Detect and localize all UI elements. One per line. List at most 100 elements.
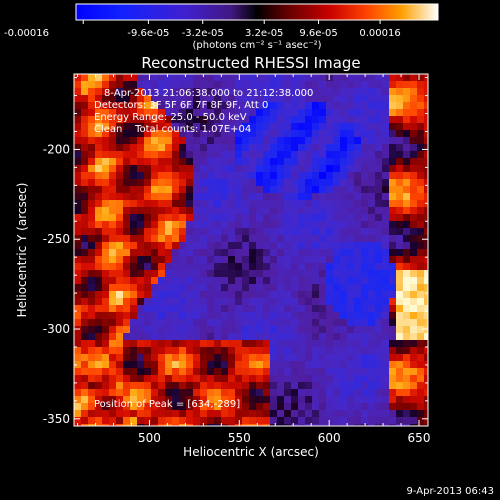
heatmap-cell [102,165,109,172]
heatmap-cell [424,424,428,426]
heatmap-cell [291,396,298,403]
heatmap-cell [214,88,221,95]
heatmap-cell [179,298,186,305]
heatmap-cell [88,305,95,312]
heatmap-cell [88,95,95,102]
heatmap-cell [144,417,151,424]
heatmap-cell [361,221,368,228]
heatmap-cell [207,375,214,382]
heatmap-cell [165,270,172,277]
heatmap-cell [333,382,340,389]
heatmap-cell [326,137,333,144]
heatmap-cell [417,389,424,396]
heatmap-cell [151,158,158,165]
heatmap-cell [242,200,249,207]
heatmap-cell [172,410,179,417]
heatmap-cell [116,396,123,403]
heatmap-cell [102,305,109,312]
heatmap-cell [214,368,221,375]
heatmap-cell [179,382,186,389]
heatmap-cell [410,144,417,151]
heatmap-cell [116,193,123,200]
heatmap-cell [347,88,354,95]
heatmap-cell [81,95,88,102]
heatmap-cell [151,319,158,326]
heatmap-cell [340,116,347,123]
heatmap-cell [256,95,263,102]
heatmap-cell [256,193,263,200]
heatmap-cell [403,186,410,193]
heatmap-cell [235,172,242,179]
heatmap-cell [249,270,256,277]
heatmap-cell [403,200,410,207]
heatmap-cell [144,193,151,200]
heatmap-cell [200,109,207,116]
heatmap-cell [221,109,228,116]
heatmap-cell [347,207,354,214]
heatmap-cell [298,375,305,382]
heatmap-cell [221,179,228,186]
heatmap-cell [102,263,109,270]
heatmap-cell [74,284,81,291]
heatmap-cell [137,410,144,417]
heatmap-cell [417,396,424,403]
heatmap-cell [333,291,340,298]
heatmap-cell [179,109,186,116]
heatmap-cell [235,123,242,130]
heatmap-cell [214,361,221,368]
heatmap-cell [256,116,263,123]
heatmap-cell [95,333,102,340]
heatmap-cell [116,172,123,179]
heatmap-cell [193,151,200,158]
heatmap-cell [333,235,340,242]
heatmap-cell [144,172,151,179]
heatmap-cell [109,158,116,165]
heatmap-cell [291,130,298,137]
heatmap-cell [319,410,326,417]
heatmap-cell [389,207,396,214]
heatmap-cell [298,270,305,277]
heatmap-cell [151,207,158,214]
heatmap-cell [305,284,312,291]
heatmap-cell [207,221,214,228]
heatmap-cell [221,375,228,382]
heatmap-cell [242,403,249,410]
heatmap-cell [123,172,130,179]
heatmap-cell [319,144,326,151]
heatmap-cell [249,375,256,382]
heatmap-cell [81,389,88,396]
heatmap-cell [165,109,172,116]
heatmap-cell [102,333,109,340]
heatmap-cell [403,403,410,410]
heatmap-cell [193,116,200,123]
heatmap-cell [228,347,235,354]
heatmap-cell [109,144,116,151]
heatmap-cell [81,298,88,305]
heatmap-cell [144,270,151,277]
heatmap-cell [305,214,312,221]
heatmap-cell [144,144,151,151]
heatmap-cell [326,361,333,368]
heatmap-cell [361,277,368,284]
heatmap-cell [221,410,228,417]
heatmap-cell [298,207,305,214]
heatmap-cell [361,256,368,263]
heatmap-cell [88,270,95,277]
heatmap-cell [186,249,193,256]
heatmap-cell [347,361,354,368]
heatmap-cell [144,214,151,221]
heatmap-cell [347,340,354,347]
heatmap-cell [151,242,158,249]
heatmap-cell [214,263,221,270]
heatmap-cell [249,228,256,235]
heatmap-cell [424,375,428,382]
heatmap-cell [291,137,298,144]
heatmap-cell [396,130,403,137]
heatmap-cell [88,109,95,116]
heatmap-cell [333,305,340,312]
colorbar-gradient [75,3,439,21]
heatmap-cell [375,410,382,417]
heatmap-cell [186,228,193,235]
heatmap-cell [249,340,256,347]
heatmap-cell [291,277,298,284]
